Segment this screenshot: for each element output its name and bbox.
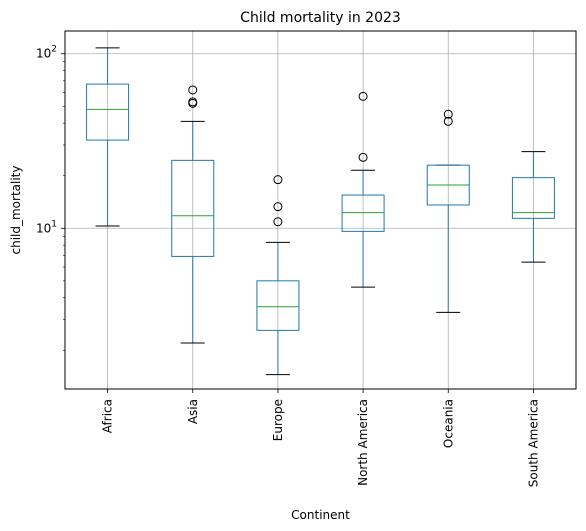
outlier-point bbox=[443, 116, 453, 126]
box-group bbox=[426, 109, 470, 313]
x-tick-label: Asia bbox=[186, 399, 200, 424]
y-tick-label-base: 10 bbox=[36, 221, 51, 235]
box-group bbox=[511, 151, 555, 263]
box-group bbox=[341, 91, 385, 288]
outlier-point bbox=[443, 109, 453, 119]
x-axis-label: Continent bbox=[291, 508, 350, 522]
box-iqr bbox=[171, 159, 215, 257]
outlier-point bbox=[358, 91, 368, 101]
outlier-point bbox=[188, 85, 198, 95]
y-tick-label: 101 bbox=[36, 219, 57, 235]
chart-title: Child mortality in 2023 bbox=[240, 10, 401, 26]
box-group bbox=[86, 47, 130, 227]
x-tick-label: Europe bbox=[271, 399, 285, 441]
x-tick-label: Oceania bbox=[441, 399, 455, 448]
box-group bbox=[171, 85, 215, 344]
box-iqr bbox=[511, 177, 555, 219]
outlier-point bbox=[358, 152, 368, 162]
outlier-point bbox=[188, 97, 198, 107]
box-iqr bbox=[341, 194, 385, 232]
y-tick-label-base: 10 bbox=[36, 47, 51, 61]
outlier-point bbox=[273, 217, 283, 227]
y-tick-label-exponent: 2 bbox=[51, 45, 57, 55]
y-tick-label-exponent: 1 bbox=[51, 219, 57, 229]
box-iqr bbox=[256, 280, 300, 331]
boxes-layer bbox=[86, 47, 555, 376]
y-tick-label: 102 bbox=[36, 45, 57, 61]
plot-frame bbox=[64, 30, 577, 390]
box-iqr bbox=[86, 83, 130, 141]
x-tick-label: South America bbox=[526, 399, 540, 487]
x-tick-label: Africa bbox=[101, 399, 115, 433]
y-axis-label: child_mortality bbox=[9, 166, 23, 255]
outlier-point bbox=[273, 175, 283, 185]
x-tick-label: North America bbox=[356, 399, 370, 486]
outlier-point bbox=[273, 202, 283, 212]
box-group bbox=[256, 175, 300, 376]
